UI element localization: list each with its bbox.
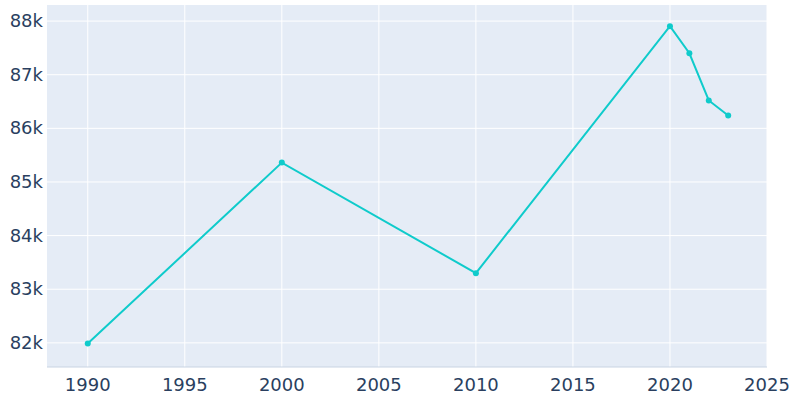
- x-tick-label: 2020: [647, 374, 693, 395]
- y-grid-line: [47, 289, 767, 290]
- x-tick-label: 2010: [453, 374, 499, 395]
- marker: [667, 23, 673, 29]
- x-grid-line: [184, 5, 185, 367]
- x-tick-label: 2000: [259, 374, 305, 395]
- y-tick-label: 82k: [10, 332, 44, 353]
- chart: 82k 83k 84k 85k 86k 87k 88k 1990 1995 2000 2005 201…: [0, 0, 800, 400]
- y-grid-line: [47, 342, 767, 343]
- x-tick-label: 2005: [356, 374, 402, 395]
- marker: [686, 50, 692, 56]
- series: [85, 23, 731, 346]
- x-tick-label: 1990: [65, 374, 111, 395]
- x-axis-line: [47, 367, 767, 368]
- marker: [279, 160, 285, 166]
- marker: [725, 112, 731, 118]
- y-tick-label: 85k: [10, 171, 44, 192]
- y-grid-line: [47, 74, 767, 75]
- y-grid-line: [47, 181, 767, 182]
- y-grid-line: [47, 128, 767, 129]
- marker: [85, 341, 91, 347]
- y-tick-label: 87k: [10, 64, 44, 85]
- y-tick-label: 83k: [10, 278, 44, 299]
- line: [88, 26, 728, 343]
- x-tick-label: 1995: [162, 374, 208, 395]
- y-tick-label: 88k: [10, 10, 44, 31]
- marker: [473, 270, 479, 276]
- x-grid-line: [572, 5, 573, 367]
- x-grid-line: [87, 5, 88, 367]
- x-tick-label: 2015: [550, 374, 596, 395]
- y-grid-line: [47, 235, 767, 236]
- x-grid-line: [669, 5, 670, 367]
- x-grid-line: [281, 5, 282, 367]
- y-grid-line: [47, 21, 767, 22]
- x-grid-line: [767, 5, 768, 367]
- x-tick-label: 2025: [744, 374, 790, 395]
- y-tick-label: 86k: [10, 117, 44, 138]
- x-grid-line: [378, 5, 379, 367]
- plot-area: [47, 5, 767, 367]
- y-tick-label: 84k: [10, 225, 44, 246]
- marker: [706, 97, 712, 103]
- x-grid-line: [475, 5, 476, 367]
